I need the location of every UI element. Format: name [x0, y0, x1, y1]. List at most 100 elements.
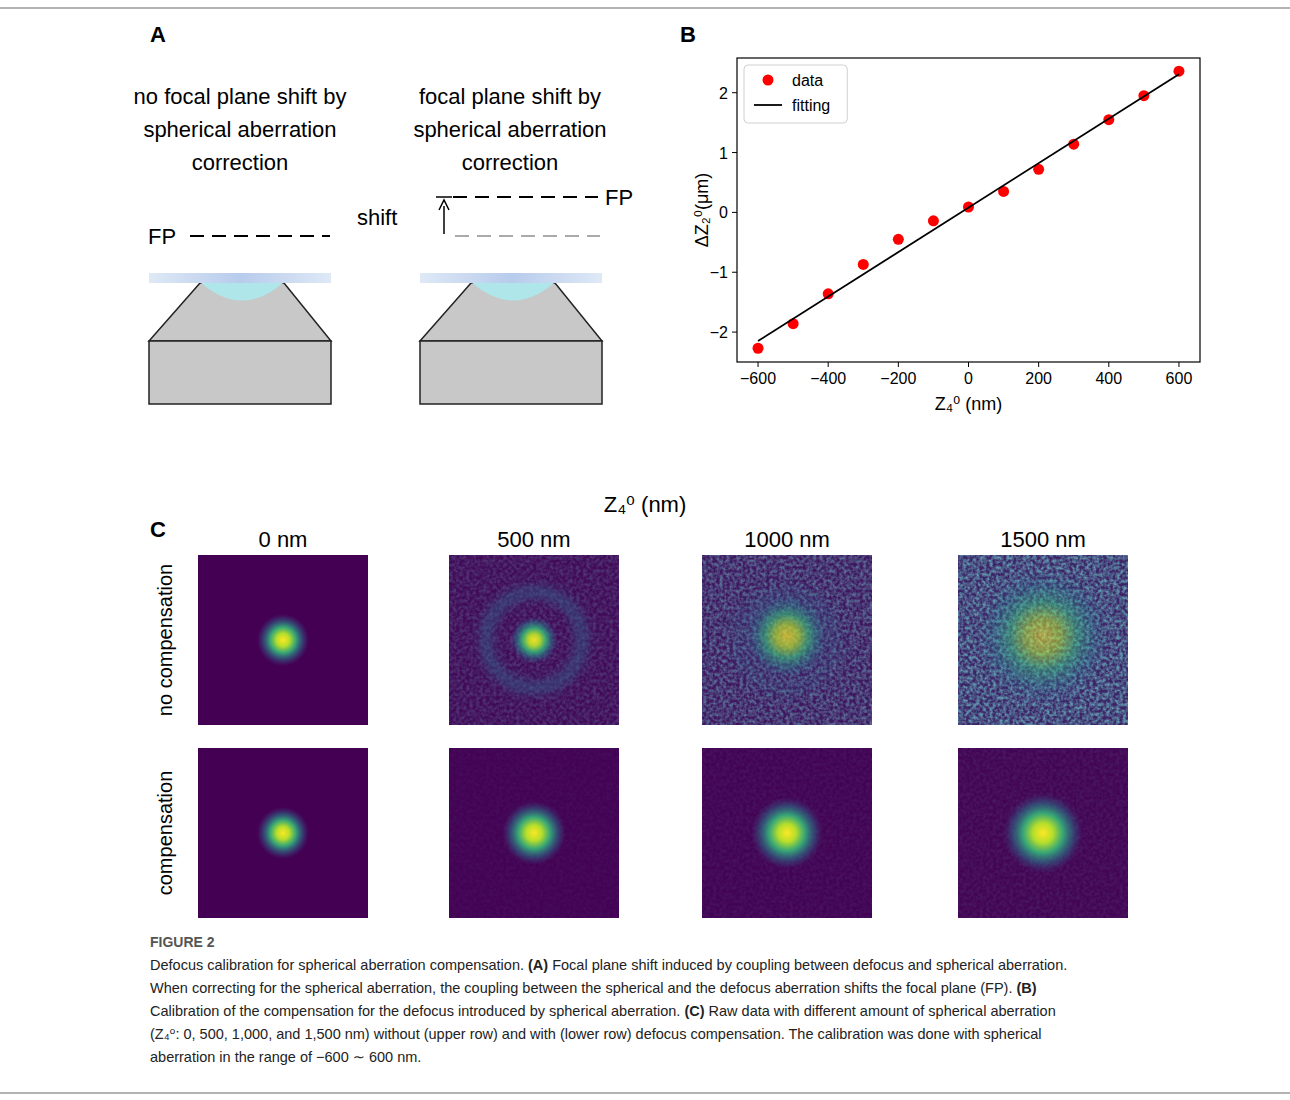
data-point	[893, 234, 904, 245]
shift-tick	[436, 196, 452, 198]
panel-title: Z₄⁰ (nm)	[604, 492, 687, 517]
data-point	[858, 259, 869, 270]
image-noise	[702, 748, 872, 918]
y-tick-label: 2	[719, 85, 728, 102]
column-head: 0 nm	[259, 527, 308, 552]
psf-spot	[510, 616, 558, 664]
psf-spot	[502, 801, 566, 865]
y-tick-label: −2	[710, 324, 728, 341]
immersion-drop	[201, 283, 283, 301]
objective	[420, 273, 602, 404]
diagram-title: correction	[462, 150, 559, 175]
psf-ring	[739, 592, 835, 688]
page: Ano focal plane shift byspherical aberra…	[0, 0, 1290, 1100]
x-tick	[968, 362, 969, 367]
caption-text: Focal plane shift induced by coupling be…	[548, 957, 1067, 973]
x-tick-label: 400	[1095, 370, 1122, 387]
psf-image	[198, 555, 368, 725]
image-haze	[449, 555, 619, 725]
diagram-title: no focal plane shift by	[134, 84, 347, 109]
y-axis-title: ΔZ₂⁰(μm)	[692, 173, 712, 248]
fp-label: FP	[605, 185, 633, 210]
panel-letter: B	[680, 22, 696, 47]
objective-body	[420, 341, 602, 404]
row-head: no compensation	[154, 564, 176, 716]
objective-cone	[149, 283, 331, 341]
legend-box	[744, 65, 847, 123]
coverslip	[420, 273, 602, 283]
y-tick	[732, 332, 737, 333]
y-tick-label: 0	[719, 204, 728, 221]
x-axis-title: Z₄⁰ (nm)	[935, 394, 1003, 414]
image-haze	[702, 748, 872, 918]
focal-plane	[453, 196, 598, 198]
data-point	[928, 215, 939, 226]
caption-line: Calibration of the compensation for the …	[150, 1003, 1056, 1019]
y-tick	[732, 152, 737, 153]
x-tick-label: 0	[964, 370, 973, 387]
caption-line: When correcting for the spherical aberra…	[150, 980, 1037, 996]
psf-spot	[257, 614, 309, 666]
legend-label: fitting	[792, 97, 830, 114]
x-tick-label: −200	[880, 370, 916, 387]
objective	[149, 273, 331, 404]
column-head: 500 nm	[497, 527, 570, 552]
psf-spot	[975, 568, 1111, 704]
caption-text: aberration in the range of −600 ∼ 600 nm…	[150, 1049, 421, 1065]
image-noise	[958, 748, 1128, 918]
old-focal-plane	[455, 235, 600, 237]
image-background	[198, 555, 368, 725]
immersion-drop	[472, 283, 554, 301]
diagram-title: spherical aberration	[143, 117, 336, 142]
psf-image	[958, 555, 1128, 725]
y-tick	[732, 92, 737, 93]
x-tick-label: 200	[1025, 370, 1052, 387]
plot-area	[753, 66, 1185, 354]
caption-text: Calibration of the compensation for the …	[150, 1003, 684, 1019]
focal-plane	[190, 235, 330, 237]
psf-spot	[1003, 793, 1083, 873]
bottom-rule	[0, 1092, 1290, 1094]
caption-line: Defocus calibration for spherical aberra…	[150, 957, 1067, 973]
psf-image	[702, 748, 872, 918]
figure-label: FIGURE 2	[150, 934, 215, 950]
y-tick-label: −1	[710, 264, 728, 281]
psf-ring	[486, 592, 582, 688]
y-tick	[732, 272, 737, 273]
objective-body	[149, 341, 331, 404]
x-tick	[1108, 362, 1109, 367]
x-tick-label: −400	[810, 370, 846, 387]
diagram-title: correction	[192, 150, 289, 175]
image-background	[449, 555, 619, 725]
shift-label: shift	[357, 205, 397, 230]
caption-ref: (A)	[528, 957, 548, 973]
diagram-title: focal plane shift by	[419, 84, 601, 109]
caption-text: When correcting for the spherical aberra…	[150, 980, 1016, 996]
top-rule	[0, 7, 1290, 9]
image-haze	[958, 748, 1128, 918]
row-head: compensation	[154, 771, 176, 896]
data-point	[753, 343, 764, 354]
x-tick-label: −600	[740, 370, 776, 387]
x-tick	[758, 362, 759, 367]
psf-image	[449, 555, 619, 725]
image-noise	[449, 555, 619, 725]
psf-image	[198, 748, 368, 918]
x-tick	[898, 362, 899, 367]
y-tick-label: 1	[719, 145, 728, 162]
image-background	[198, 748, 368, 918]
legend-swatch	[763, 75, 774, 86]
panel-letter: C	[150, 517, 166, 542]
psf-spot	[751, 797, 823, 869]
image-background	[702, 748, 872, 918]
caption-text: Raw data with different amount of spheri…	[705, 1003, 1056, 1019]
image-background	[702, 555, 872, 725]
caption-ref: (B)	[1016, 980, 1036, 996]
x-tick-label: 600	[1166, 370, 1193, 387]
column-head: 1500 nm	[1000, 527, 1086, 552]
caption-line: (Z₄⁰: 0, 500, 1,000, and 1,500 nm) witho…	[150, 1026, 1042, 1042]
diagram-title: spherical aberration	[413, 117, 606, 142]
psf-image	[702, 555, 872, 725]
x-tick	[1038, 362, 1039, 367]
caption-text: (Z₄⁰: 0, 500, 1,000, and 1,500 nm) witho…	[150, 1026, 1042, 1042]
